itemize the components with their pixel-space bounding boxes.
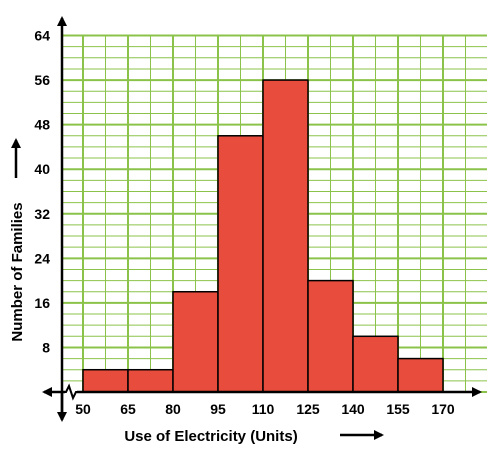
histogram-bar — [397, 357, 444, 393]
x-tick-label: 65 — [120, 401, 136, 417]
histogram-bar — [262, 79, 309, 393]
y-tick-label: 56 — [34, 72, 50, 88]
y-tick-label: 40 — [34, 161, 50, 177]
histogram-bar — [307, 279, 354, 393]
y-tick-label: 64 — [34, 28, 50, 44]
y-tick-label: 32 — [34, 206, 50, 222]
x-tick-label: 80 — [165, 401, 181, 417]
bars — [82, 79, 444, 393]
x-tick-label: 125 — [296, 401, 320, 417]
x-axis-break-icon — [62, 383, 83, 401]
histogram-bar — [127, 368, 174, 393]
y-tick-label: 8 — [42, 339, 50, 355]
x-tick-label: 140 — [341, 401, 365, 417]
x-tick-label: 155 — [386, 401, 410, 417]
histogram-bar — [82, 368, 129, 393]
axes — [42, 16, 482, 422]
y-tick-label: 48 — [34, 117, 50, 133]
y-tick-labels: 8 16 24 32 40 48 56 64 — [34, 28, 50, 356]
histogram-bar — [352, 335, 399, 393]
histogram-bar — [172, 290, 219, 393]
histogram-bar — [217, 135, 264, 393]
y-tick-label: 24 — [34, 250, 50, 266]
y-axis-title: Number of Families — [9, 202, 26, 341]
x-tick-label: 95 — [210, 401, 226, 417]
x-axis-title: Use of Electricity (Units) — [124, 428, 297, 445]
x-tick-label: 170 — [431, 401, 455, 417]
x-tick-labels: 50 65 80 95 110 125 140 155 170 — [75, 401, 455, 417]
x-tick-label: 110 — [252, 401, 275, 417]
y-tick-label: 16 — [34, 295, 50, 311]
x-tick-label: 50 — [75, 401, 91, 417]
